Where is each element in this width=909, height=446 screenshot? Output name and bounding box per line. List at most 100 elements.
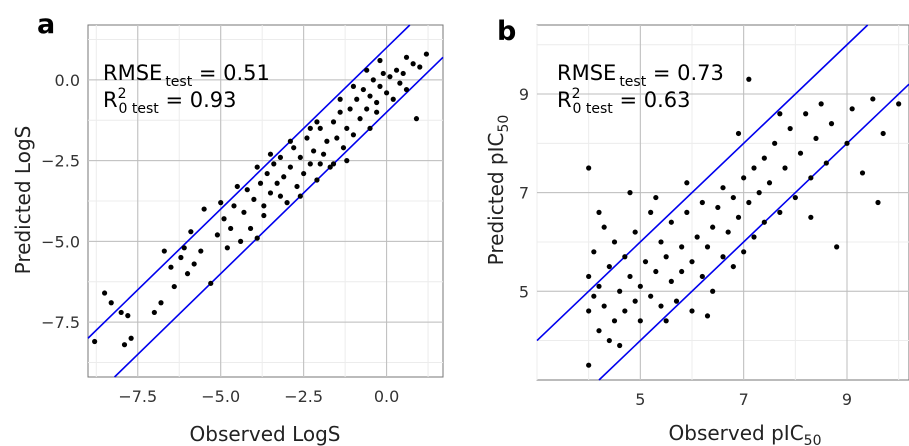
data-point (364, 106, 370, 112)
data-point (782, 165, 788, 171)
data-point (870, 96, 876, 102)
data-point (720, 254, 726, 260)
data-point (797, 150, 804, 156)
data-point (284, 200, 290, 206)
data-point (330, 161, 337, 167)
y-tick-label: 5 (519, 282, 529, 301)
data-point (158, 300, 164, 306)
data-point (327, 164, 333, 170)
y-tick-label: 9 (519, 85, 529, 104)
data-point (271, 161, 277, 167)
data-point (606, 337, 612, 344)
data-point (297, 154, 303, 161)
data-point (178, 254, 184, 261)
x-tick-label: 7 (739, 390, 749, 409)
data-point (746, 199, 752, 206)
data-point (168, 264, 174, 270)
data-point (720, 185, 726, 191)
data-point (291, 145, 297, 151)
data-point (287, 138, 293, 144)
data-point (397, 80, 403, 86)
data-point (181, 245, 187, 251)
x-tick-label: 0.0 (374, 387, 399, 406)
data-point (834, 244, 840, 250)
panel-a-r2-annotation: R2 0 test = 0.93 (103, 86, 236, 117)
data-point (324, 138, 330, 144)
data-point (704, 313, 711, 319)
y-tick-label: −5.0 (41, 232, 80, 251)
panel-a-x-ticks: −7.5 −5.0 −2.5 0.0 (118, 387, 399, 406)
data-point (596, 209, 602, 215)
data-point (699, 273, 705, 280)
data-point (257, 180, 264, 186)
data-point (208, 280, 214, 286)
data-point (403, 54, 410, 60)
data-point (591, 249, 597, 255)
x-tick-label: 9 (842, 390, 852, 409)
y-tick-label: 7 (519, 184, 529, 203)
data-point (304, 135, 310, 141)
data-point (228, 225, 234, 232)
data-point (689, 308, 695, 314)
data-point (247, 225, 254, 232)
data-point (360, 86, 366, 93)
data-point (828, 121, 835, 127)
panel-b-reference-lines (536, 24, 909, 381)
panel-a-rmse-annotation: RMSE test = 0.51 (103, 61, 270, 90)
data-point (658, 303, 664, 309)
data-point (741, 249, 747, 255)
data-point (274, 180, 280, 186)
data-point (221, 216, 227, 222)
data-point (818, 101, 824, 107)
data-point (632, 298, 638, 304)
panel-b-x-axis-title-main: Observed pIC (669, 421, 804, 445)
data-point (314, 177, 320, 183)
data-point (648, 293, 654, 299)
data-point (387, 74, 393, 80)
data-point (694, 234, 700, 240)
data-point (586, 362, 592, 368)
data-point (92, 338, 98, 345)
data-point (151, 309, 157, 316)
data-point (314, 119, 320, 125)
panel-a-points (92, 51, 430, 348)
data-point (198, 248, 204, 254)
data-point (875, 199, 881, 206)
panel-a-rmse-value: = 0.51 (192, 61, 270, 85)
data-point (184, 271, 191, 277)
data-point (344, 125, 350, 131)
data-point (277, 154, 284, 161)
data-point (586, 165, 592, 171)
panel-b-x-ticks: 5 7 9 (635, 390, 852, 409)
data-point (741, 175, 747, 181)
panel-b-rmse-subscript: test (619, 74, 646, 90)
data-point (586, 308, 592, 314)
data-point (627, 190, 633, 196)
data-point (663, 318, 669, 324)
panel-b-r2-value: = 0.63 (613, 88, 691, 112)
panel-b-points (586, 76, 902, 368)
data-point (859, 170, 866, 176)
data-point (171, 283, 177, 290)
data-point (337, 96, 343, 102)
data-point (596, 283, 602, 289)
data-point (679, 244, 685, 250)
data-point (261, 212, 267, 219)
data-point (261, 203, 267, 209)
data-point (642, 259, 649, 265)
data-point (244, 187, 250, 193)
reference-line (598, 83, 909, 381)
panel-a-rmse-label: RMSE (103, 61, 162, 85)
data-point (307, 161, 313, 167)
data-point (350, 83, 357, 89)
data-point (201, 206, 207, 212)
data-point (125, 313, 131, 319)
data-point (663, 254, 669, 260)
data-point (390, 96, 396, 102)
data-point (735, 130, 742, 137)
panel-b-rmse-annotation: RMSE test = 0.73 (557, 61, 724, 90)
data-point (188, 229, 194, 235)
data-point (344, 158, 350, 164)
panel-b-r2-annotation: R2 0 test = 0.63 (557, 86, 690, 117)
data-point (380, 70, 386, 77)
